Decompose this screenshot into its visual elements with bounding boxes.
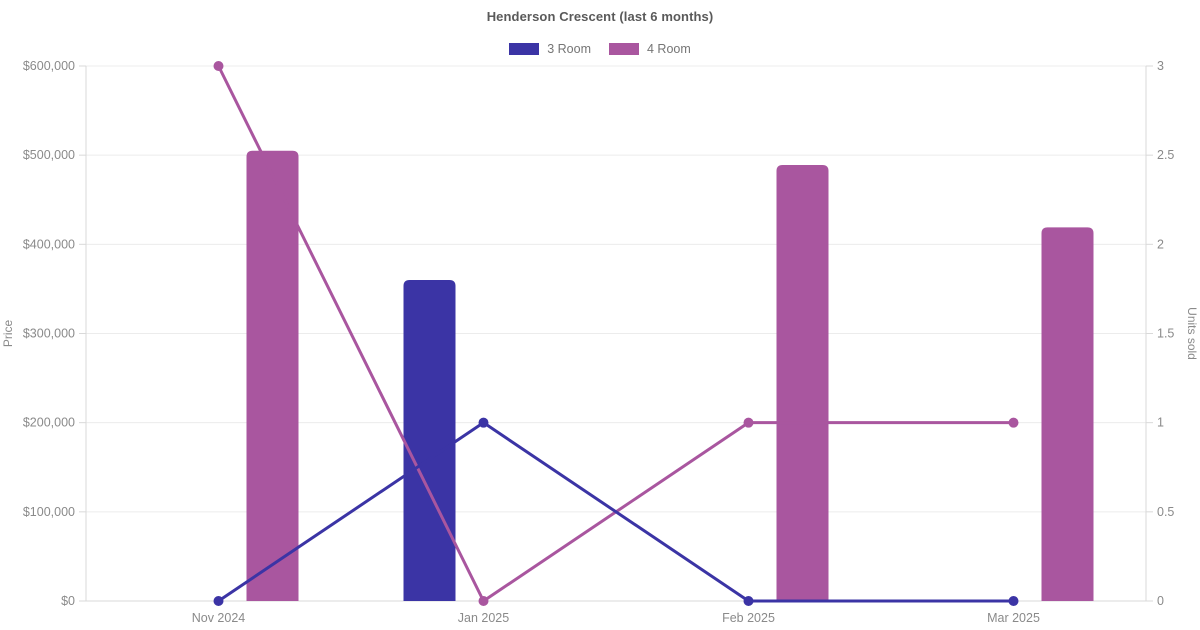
legend-label-4-room: 4 Room (647, 42, 691, 56)
point-4-room-mar-2025[interactable] (1008, 417, 1019, 428)
left-axis-tick-label: $200,000 (23, 416, 75, 430)
point-3-room-nov-2024[interactable] (213, 596, 224, 606)
legend-label-3-room: 3 Room (547, 42, 591, 56)
x-tick-label-jan-2025: Jan 2025 (458, 611, 509, 625)
left-axis-tick-label: $100,000 (23, 505, 75, 519)
point-3-room-feb-2025[interactable] (743, 596, 754, 606)
left-axis-tick-label: $0 (61, 594, 75, 608)
legend-swatch-3-room (509, 43, 540, 55)
left-axis-title: Price (1, 320, 15, 348)
point-4-room-feb-2025[interactable] (743, 417, 754, 428)
line-3-room (217, 421, 1014, 603)
right-axis-tick-label: 0.5 (1157, 505, 1174, 519)
right-axis-tick-label: 0 (1157, 594, 1164, 608)
left-axis-tick-label: $500,000 (23, 148, 75, 162)
x-tick-label-feb-2025: Feb 2025 (722, 611, 775, 625)
right-axis-tick-label: 2.5 (1157, 148, 1174, 162)
chart-legend: 3 Room 4 Room (0, 42, 1200, 56)
point-4-room-jan-2025[interactable] (478, 596, 489, 606)
right-axis-tick-label: 3 (1157, 59, 1164, 73)
bar-4-room-feb-2025[interactable] (776, 164, 829, 601)
bar-4-room-mar-2025[interactable] (1041, 227, 1094, 601)
legend-item-4-room[interactable]: 4 Room (609, 42, 691, 56)
point-3-room-jan-2025[interactable] (478, 417, 489, 428)
legend-item-3-room[interactable]: 3 Room (509, 42, 591, 56)
right-axis-tick-label: 1.5 (1157, 327, 1174, 341)
right-axis-title: Units sold (1185, 307, 1199, 360)
right-axis-tick-label: 2 (1157, 237, 1164, 251)
bar-4-room-nov-2024[interactable] (246, 150, 299, 602)
point-3-room-mar-2025[interactable] (1008, 596, 1019, 606)
point-4-room-nov-2024[interactable] (213, 61, 224, 71)
chart-title: Henderson Crescent (last 6 months) (486, 9, 714, 24)
x-tick-label-mar-2025: Mar 2025 (987, 611, 1040, 625)
left-axis-tick-label: $600,000 (23, 59, 75, 73)
x-tick-label-nov-2024: Nov 2024 (192, 611, 246, 625)
left-axis-tick-label: $300,000 (23, 327, 75, 341)
right-axis-tick-label: 1 (1157, 416, 1164, 430)
left-axis-tick-label: $400,000 (23, 237, 75, 251)
legend-swatch-4-room (609, 43, 639, 55)
bar-3-room-jan-2025[interactable] (403, 280, 456, 601)
